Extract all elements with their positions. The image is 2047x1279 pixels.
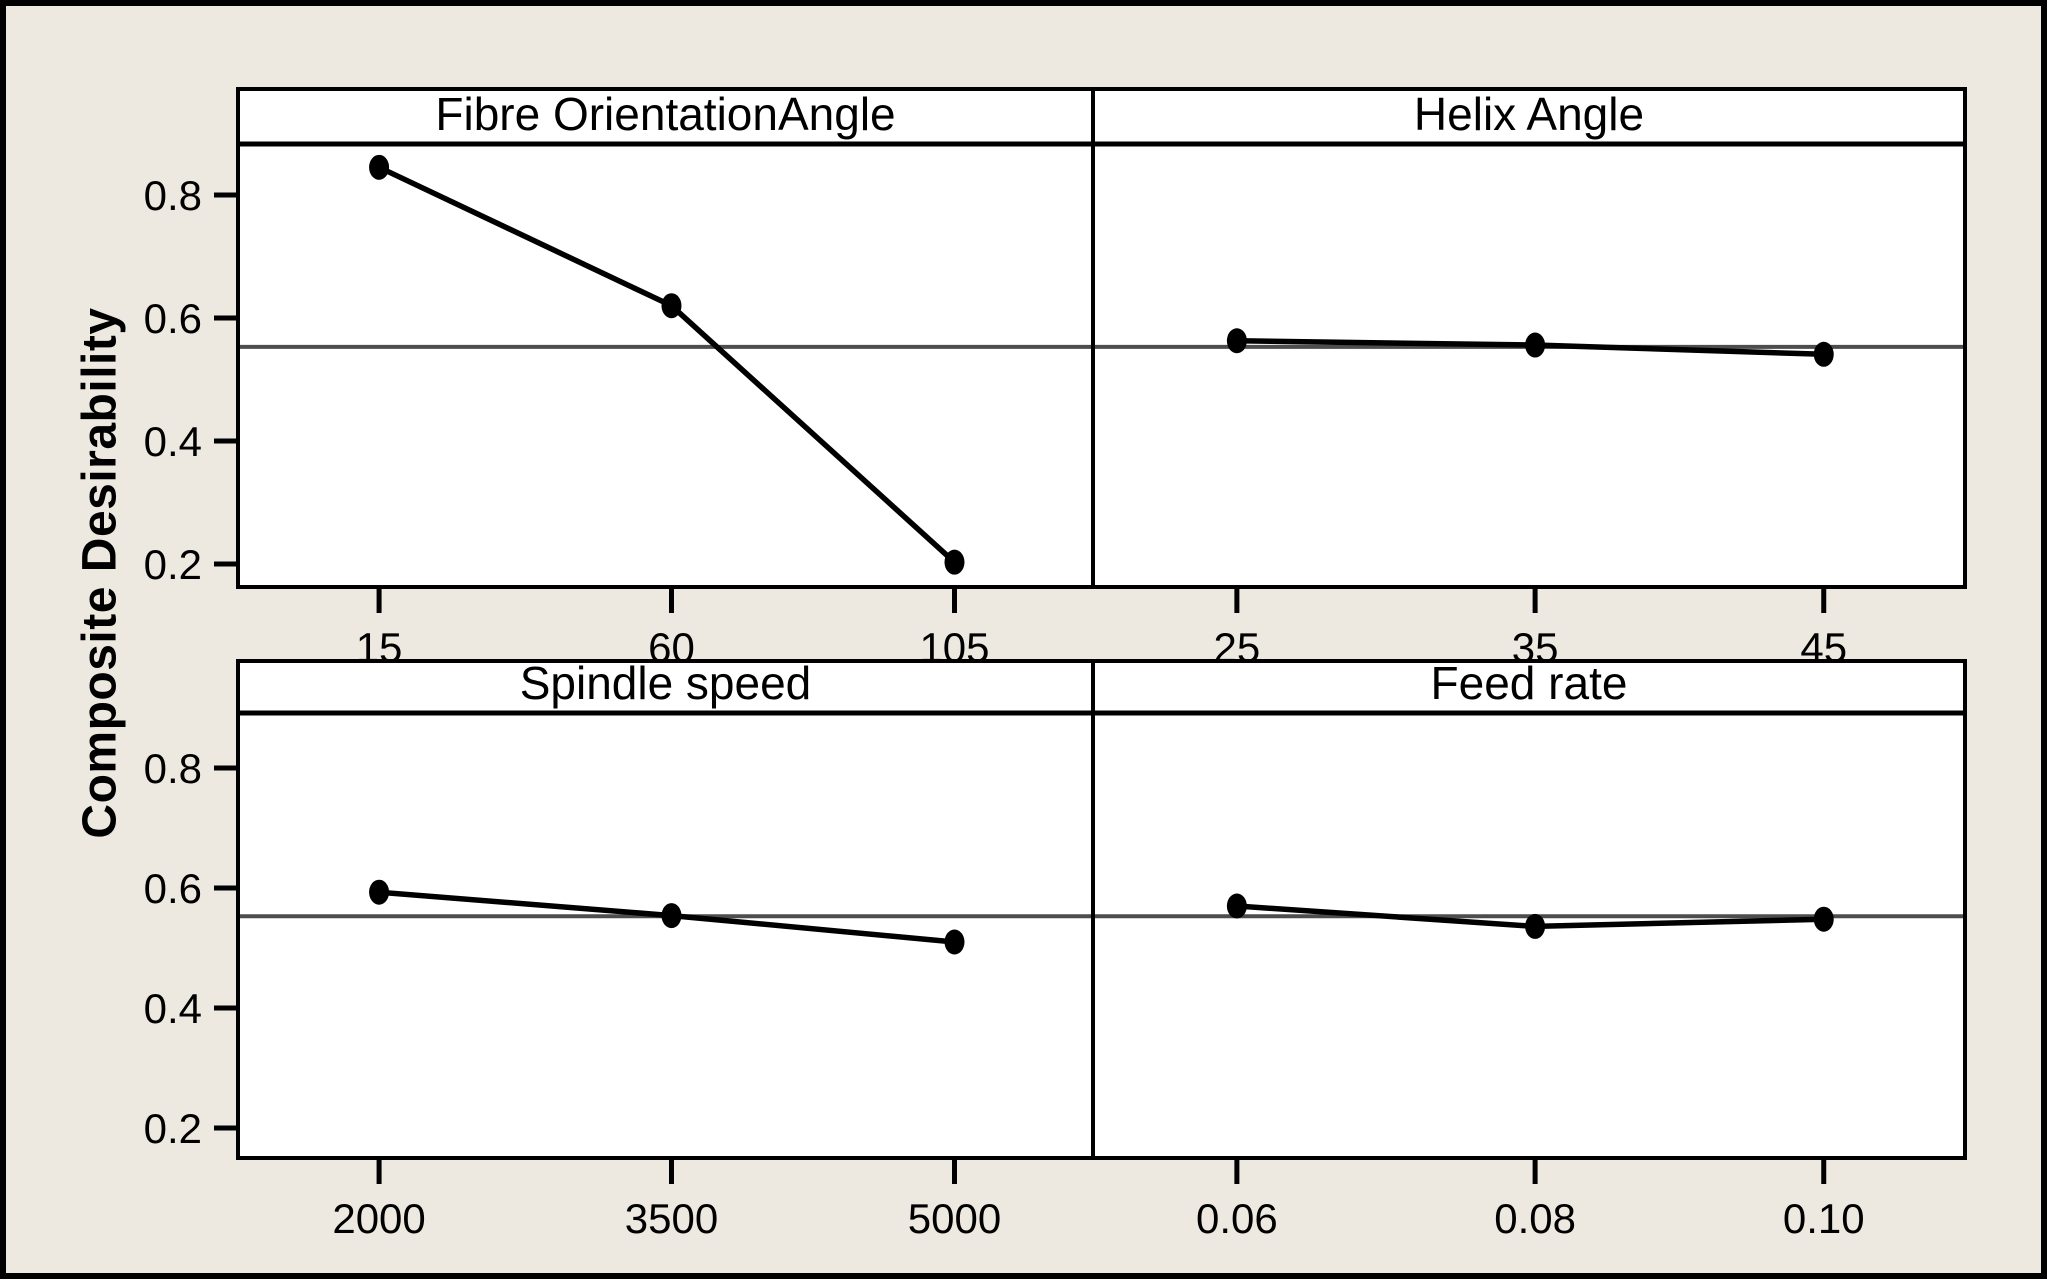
data-point [1525, 332, 1546, 358]
y-tick-label: 0.8 [144, 745, 202, 792]
x-tick-label: 25 [1214, 624, 1261, 671]
data-point [369, 879, 390, 905]
x-tick-label: 0.06 [1196, 1195, 1278, 1242]
data-point [1813, 341, 1834, 367]
panel-title: Feed rate [1431, 657, 1628, 709]
data-point [1226, 893, 1247, 919]
x-tick-label: 15 [356, 624, 403, 671]
data-point [1226, 328, 1247, 354]
y-axis-title: Composite Desirability [73, 307, 127, 839]
y-tick-label: 0.2 [144, 541, 202, 588]
data-point [1813, 906, 1834, 932]
panel-title: Helix Angle [1414, 88, 1644, 140]
panel-background [238, 89, 1965, 587]
x-tick-label: 60 [648, 624, 695, 671]
data-point [944, 929, 965, 955]
x-tick-label: 45 [1800, 624, 1847, 671]
panel-background [238, 661, 1965, 1158]
y-tick-label: 0.2 [144, 1105, 202, 1152]
panel-frame [236, 87, 1967, 589]
panel-frame [236, 659, 1967, 1160]
x-tick-label: 5000 [908, 1195, 1001, 1242]
data-point [661, 903, 682, 929]
y-tick-label: 0.8 [144, 172, 202, 219]
y-tick-label: 0.4 [144, 418, 202, 465]
x-tick-label: 35 [1512, 624, 1559, 671]
y-tick-label: 0.4 [144, 985, 202, 1032]
x-tick-label: 3500 [625, 1195, 718, 1242]
x-tick-label: 105 [919, 624, 989, 671]
x-tick-label: 2000 [332, 1195, 425, 1242]
data-point [661, 293, 682, 319]
data-point [1525, 913, 1546, 939]
panel-title: Spindle speed [520, 657, 812, 709]
data-point [369, 154, 390, 180]
x-tick-label: 0.10 [1783, 1195, 1865, 1242]
y-tick-label: 0.6 [144, 865, 202, 912]
panel-title: Fibre OrientationAngle [435, 88, 895, 140]
data-point [944, 549, 965, 575]
x-tick-label: 0.08 [1494, 1195, 1576, 1242]
y-tick-label: 0.6 [144, 295, 202, 342]
